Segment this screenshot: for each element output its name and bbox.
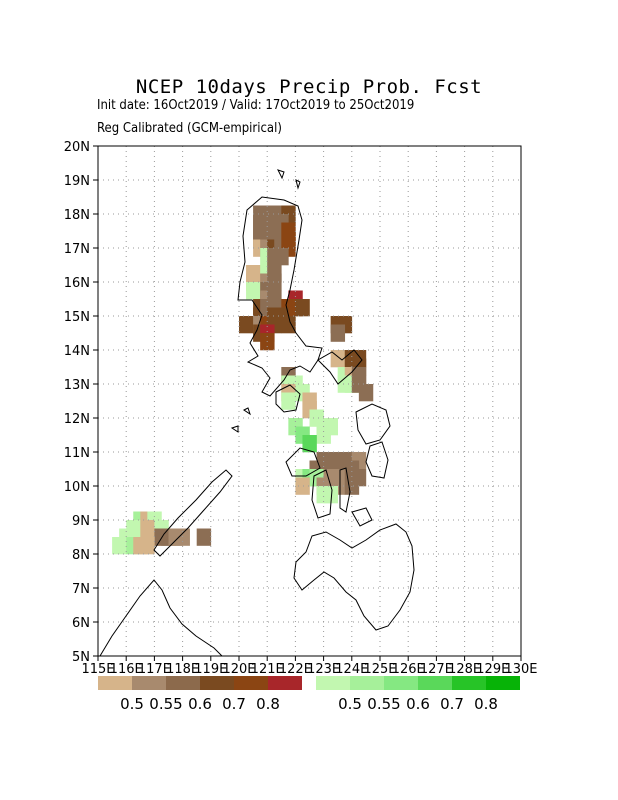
coastline-borneo	[99, 579, 224, 657]
lat-tick-label: 20N	[64, 140, 90, 155]
lon-tick-label: 118E	[166, 662, 199, 677]
legend-swatch	[316, 676, 350, 690]
lat-tick-label: 19N	[64, 174, 90, 189]
grid-lines	[98, 146, 521, 656]
probability-cell	[175, 528, 190, 546]
coastline-luzon	[237, 196, 323, 397]
legend-label: 0.6	[406, 695, 430, 713]
lat-tick-label: 13N	[64, 378, 90, 393]
probability-cell	[112, 537, 127, 555]
legend-dry: 0.5 0.55 0.6 0.7 0.8	[98, 676, 302, 713]
legend-swatch	[234, 676, 268, 690]
lon-tick-label: 122E	[279, 662, 312, 677]
probability-cell	[246, 282, 261, 300]
legend-swatch	[166, 676, 200, 690]
lat-tick-label: 9N	[72, 514, 90, 529]
legend-label: 0.8	[474, 695, 498, 713]
lon-tick-label: 128E	[448, 662, 481, 677]
legend-swatch	[200, 676, 234, 690]
probability-cell	[330, 324, 346, 342]
probability-cell	[323, 486, 338, 504]
probability-cell	[239, 316, 254, 334]
lon-tick-label: 125E	[363, 662, 396, 677]
lat-tick-label: 10N	[64, 480, 90, 495]
lon-tick-label: 126E	[392, 662, 425, 677]
coastlines	[99, 169, 415, 657]
legend-label: 0.7	[440, 695, 464, 713]
probability-cell	[358, 384, 374, 402]
lat-tick-label: 6N	[72, 616, 90, 631]
lat-tick-label: 17N	[64, 242, 90, 257]
legend-swatch	[486, 676, 520, 690]
coastline-mindanao	[293, 523, 415, 631]
lon-tick-label: 121E	[251, 662, 284, 677]
coastline-leyte	[365, 441, 389, 479]
lat-tick-label: 12N	[64, 412, 90, 427]
probability-cell	[281, 392, 296, 410]
coastline-negros	[311, 469, 333, 519]
lat-tick-label: 14N	[64, 344, 90, 359]
plot-frame	[97, 145, 522, 657]
coastline-panay	[285, 447, 321, 477]
lat-tick-label: 5N	[72, 650, 90, 665]
legend-label: 0.55	[149, 695, 182, 713]
map-subtitle: Init date: 16Oct2019 / Valid: 17Oct2019 …	[97, 98, 415, 113]
lat-tick-label: 7N	[72, 582, 90, 597]
lon-tick-label: 124E	[335, 662, 368, 677]
probability-cell	[316, 426, 331, 444]
lat-tick-label: 15N	[64, 310, 90, 325]
legend-label: 0.7	[222, 695, 246, 713]
coastline-cebu	[339, 467, 351, 513]
coastline-islands	[230, 169, 301, 433]
legend-swatch	[452, 676, 486, 690]
probability-cell	[274, 248, 289, 266]
legend-swatch	[350, 676, 384, 690]
probability-cell	[281, 316, 296, 334]
coastline-bicol	[317, 349, 363, 385]
legend-label: 0.6	[188, 695, 212, 713]
coastline-palawan	[153, 469, 233, 557]
coastline-bohol	[351, 507, 373, 527]
coastline-samar	[355, 403, 391, 445]
lon-tick-label: 120E	[222, 662, 255, 677]
longitude-labels: 115E116E117E118E119E120E121E122E123E124E…	[81, 656, 538, 677]
probability-cell	[140, 537, 155, 555]
lon-tick-label: 117E	[138, 662, 171, 677]
legend-label: 0.55	[367, 695, 400, 713]
map-title: NCEP 10days Precip Prob. Fcst	[135, 76, 483, 98]
lon-tick-label: 115E	[81, 662, 114, 677]
calibration-note: Reg Calibrated (GCM-empirical)	[97, 121, 282, 136]
legend-wet: 0.5 0.55 0.6 0.7 0.8	[316, 676, 520, 713]
lon-tick-label: 127E	[420, 662, 453, 677]
probability-cell	[295, 299, 310, 317]
lon-tick-label: 116E	[110, 662, 143, 677]
lon-tick-label: 119E	[194, 662, 227, 677]
probability-cells	[112, 205, 374, 555]
probability-cell	[302, 435, 317, 453]
lon-tick-label: 129E	[476, 662, 509, 677]
legend-swatch	[418, 676, 452, 690]
legend-label: 0.5	[338, 695, 362, 713]
legend-swatch	[132, 676, 166, 690]
lat-tick-label: 11N	[64, 446, 90, 461]
legend-swatch	[268, 676, 302, 690]
lon-tick-label: 130E	[504, 662, 537, 677]
legend-label: 0.8	[256, 695, 280, 713]
lat-tick-label: 18N	[64, 208, 90, 223]
coastline-mindoro	[275, 384, 301, 413]
lat-tick-label: 16N	[64, 276, 90, 291]
legend-swatch	[98, 676, 132, 690]
latitude-labels: 5N 6N 7N 8N 9N 10N 11N 12N 13N 14N 15N 16N 17N 18N 19N…	[64, 140, 98, 665]
lat-tick-label: 8N	[72, 548, 90, 563]
probability-cell	[295, 477, 310, 495]
legend-swatch	[384, 676, 418, 690]
probability-cell	[196, 528, 212, 546]
legend-label: 0.5	[120, 695, 144, 713]
lon-tick-label: 123E	[307, 662, 340, 677]
